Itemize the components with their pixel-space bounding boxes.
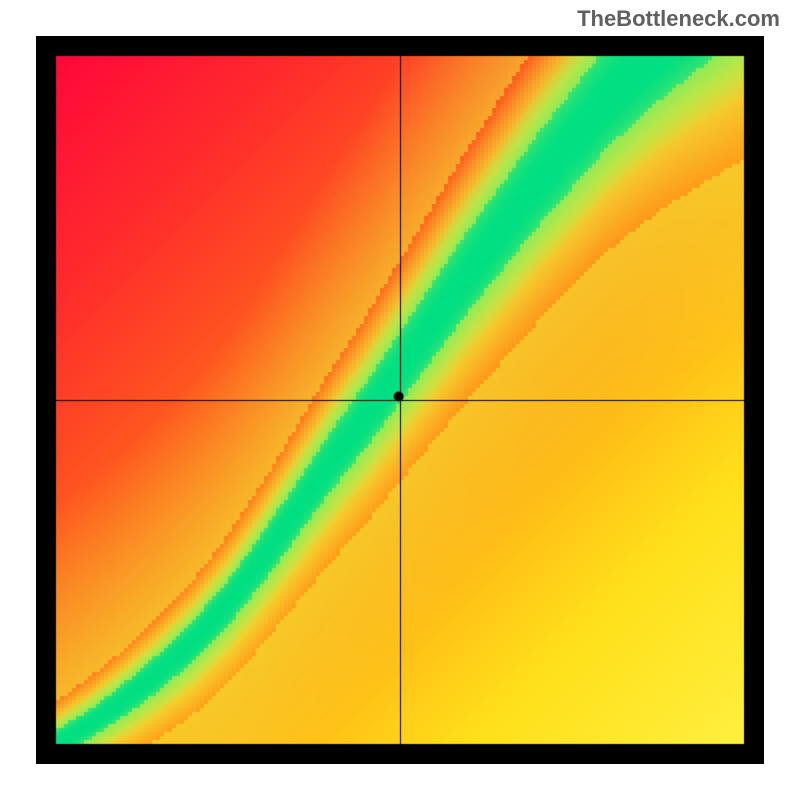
heatmap-outer-frame (36, 36, 764, 764)
chart-container: TheBottleneck.com (0, 0, 800, 800)
watermark-label: TheBottleneck.com (577, 6, 780, 32)
heatmap-canvas (36, 36, 764, 764)
